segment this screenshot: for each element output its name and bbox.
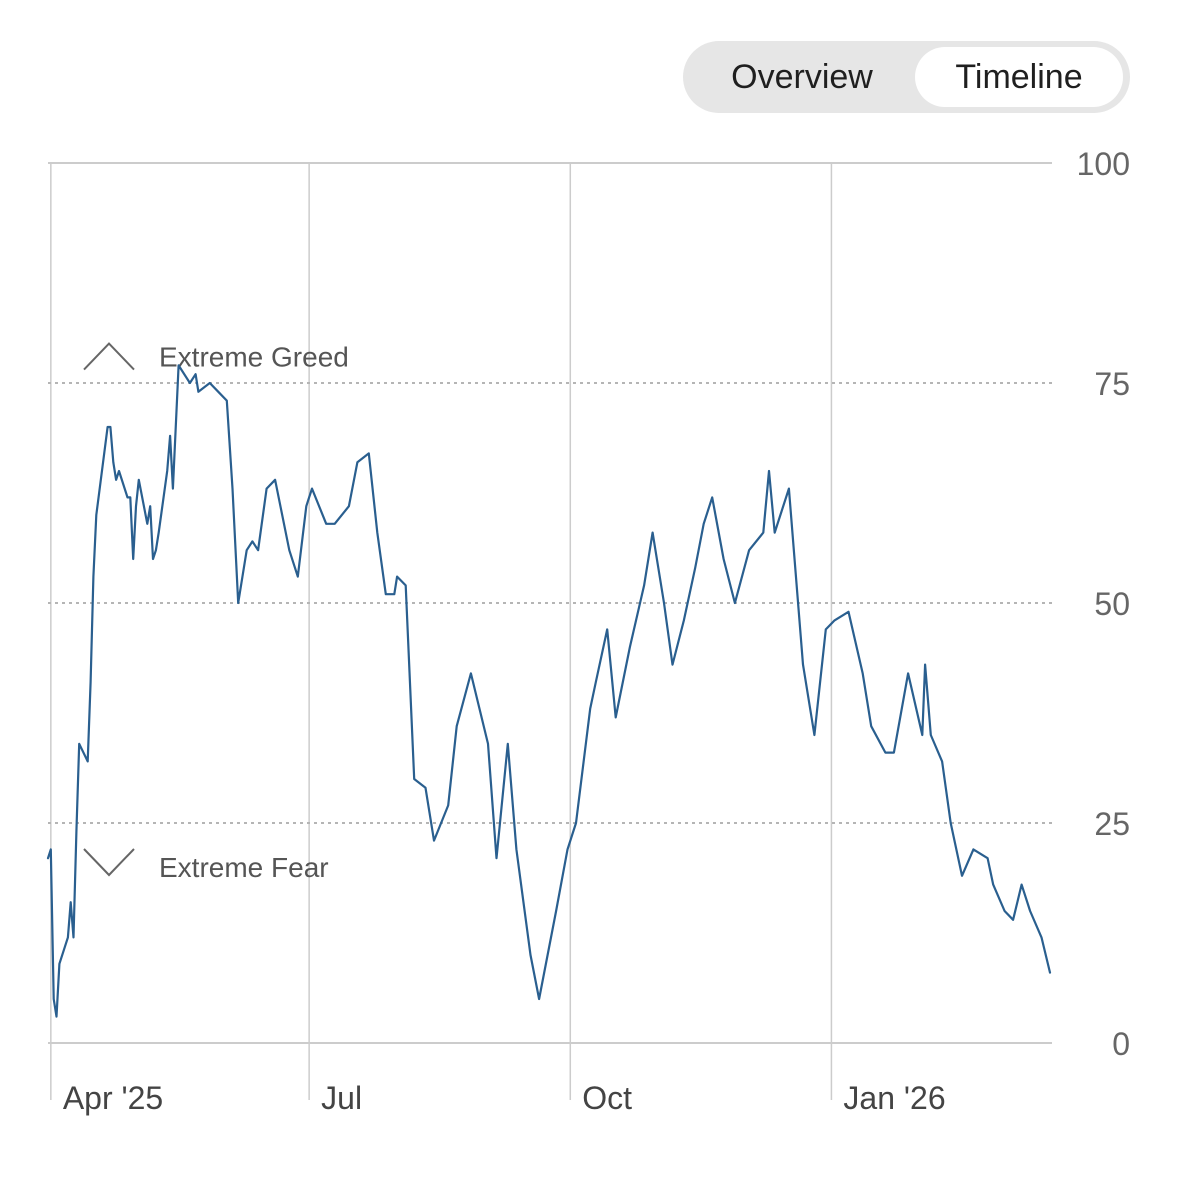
x-tick-label-0: Apr '25: [63, 1080, 163, 1116]
x-tick-label-2: Oct: [582, 1080, 632, 1116]
y-tick-label-2: 50: [1094, 586, 1130, 622]
y-tick-label-4: 0: [1112, 1026, 1130, 1062]
chevron-down-icon: [83, 848, 135, 877]
y-tick-label-0: 100: [1077, 146, 1130, 182]
overview-tab[interactable]: Overview: [731, 57, 873, 96]
series-line-0: [46, 364, 1052, 1018]
x-tick-label-1: Jul: [321, 1080, 362, 1116]
chevron-up-icon: [83, 342, 135, 371]
timeline-tab[interactable]: Timeline: [915, 47, 1123, 107]
zone-label-1: Extreme Fear: [159, 852, 329, 883]
zone-label-0: Extreme Greed: [159, 342, 349, 373]
x-tick-label-3: Jan '26: [843, 1080, 945, 1116]
y-tick-label-1: 75: [1094, 366, 1130, 402]
y-tick-label-3: 25: [1094, 806, 1130, 842]
view-toggle: Overview Timeline: [683, 41, 1130, 113]
